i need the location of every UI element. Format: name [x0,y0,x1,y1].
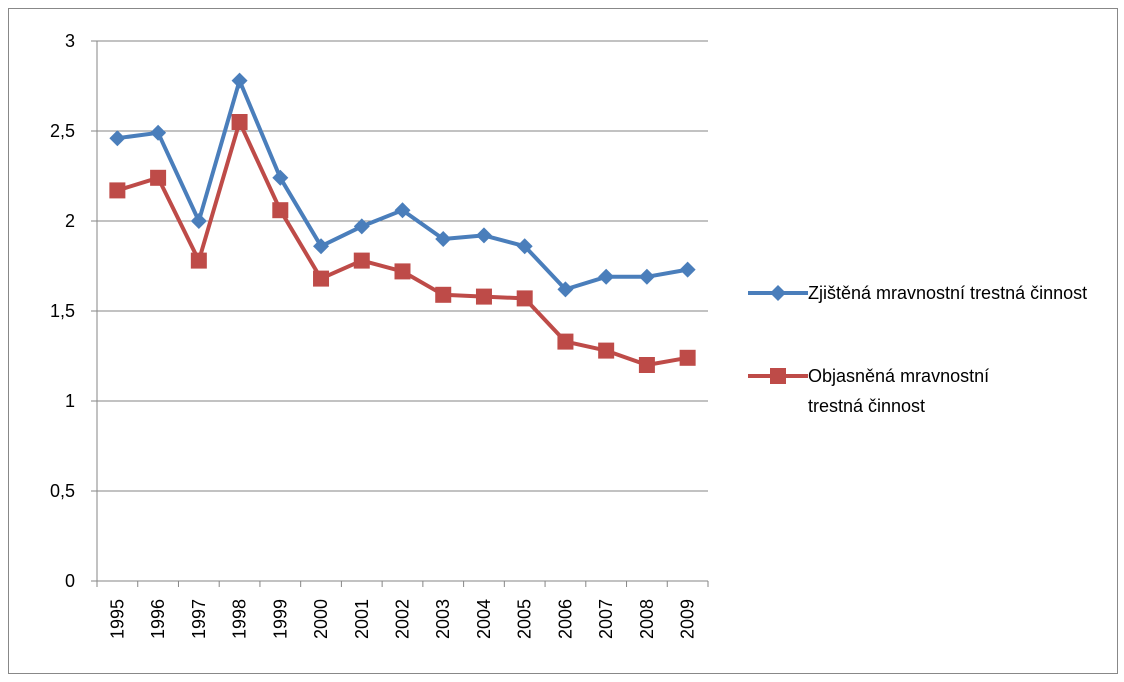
data-point [598,342,615,359]
legend-marker [770,285,786,301]
y-tick-label: 0,5 [50,481,75,501]
data-point [231,72,248,89]
data-point [475,288,492,305]
x-tick-label: 2000 [311,599,331,639]
data-point [557,281,574,298]
data-point [231,114,248,130]
data-point [353,218,370,235]
data-point [638,268,655,285]
x-tick-label: 2005 [515,599,535,639]
x-tick-label: 2002 [393,599,413,639]
x-tick-label: 2003 [433,599,453,639]
legend-marker [770,368,786,384]
legend-label: Objasněná mravnostní trestná činnost [808,366,990,416]
x-tick-label: 2008 [637,599,657,639]
data-point [150,169,167,186]
series-line [116,120,688,367]
x-tick-label: 1999 [270,599,290,639]
x-tick-label: 1997 [189,599,209,639]
chart-border [8,8,1118,674]
data-point [435,286,452,303]
x-tick-label: 2009 [678,599,698,639]
data-point [516,238,533,255]
data-point [394,263,411,280]
x-tick-label: 2007 [596,599,616,639]
x-tick-label: 1996 [148,599,168,639]
data-point [190,213,207,229]
x-tick-label: 1995 [107,599,127,639]
data-point [353,252,370,269]
data-point [272,169,289,186]
data-point [557,333,574,350]
x-tick-label: 2004 [474,599,494,639]
y-tick-label: 1,5 [50,301,75,321]
y-tick-label: 2,5 [50,121,75,141]
data-point [313,238,330,255]
data-point [435,231,452,247]
data-point [150,124,167,141]
data-point [272,202,289,219]
y-tick-label: 2 [65,211,75,231]
y-tick-label: 1 [65,391,75,411]
x-tick-label: 1998 [230,599,250,639]
legend-label: Zjištěná mravnostní trestná činnost [808,283,1088,303]
data-point [679,349,696,366]
data-point [679,261,696,278]
data-point [475,227,492,244]
data-point [638,357,655,373]
data-point [190,252,207,269]
data-point [109,130,126,147]
data-point [598,268,615,285]
x-tick-label: 2001 [352,599,372,639]
data-point [109,182,126,199]
y-tick-label: 0 [65,571,75,591]
data-point [394,202,411,219]
x-tick-label: 2006 [555,599,575,639]
data-point [516,290,533,307]
data-point [313,270,330,287]
y-tick-label: 3 [65,31,75,51]
